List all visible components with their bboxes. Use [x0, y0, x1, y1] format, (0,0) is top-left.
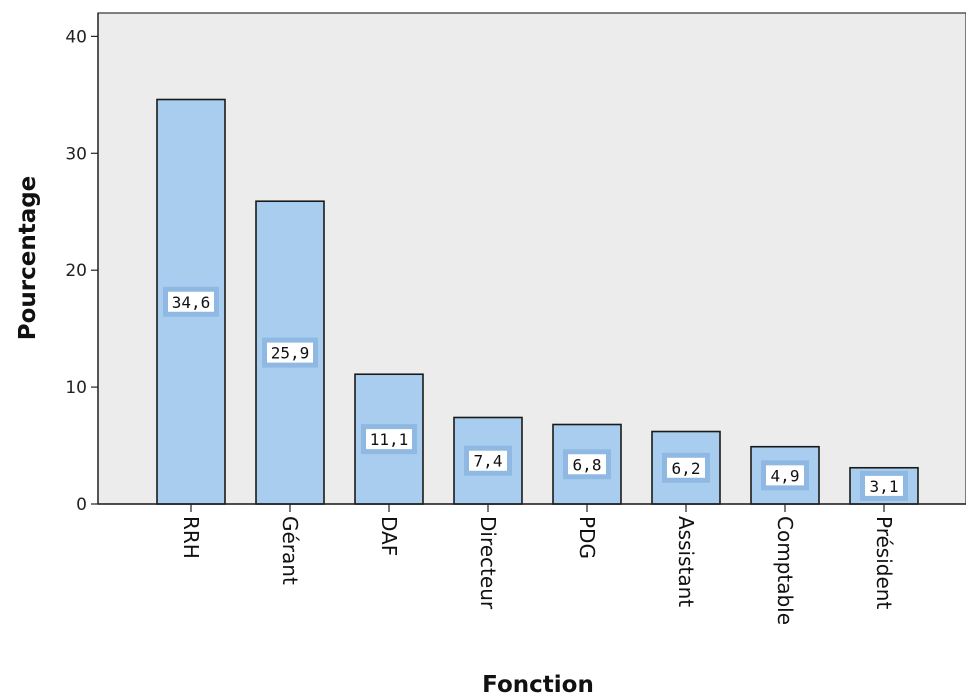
y-axis: 0 10 20 30 40: [65, 13, 99, 515]
data-label-text: 25,9: [271, 344, 310, 363]
data-label-text: 6,2: [672, 459, 701, 478]
y-tick-label: 30: [65, 144, 87, 164]
data-label: 3,1: [860, 470, 908, 501]
data-label-text: 7,4: [474, 452, 503, 471]
data-label: 7,4: [464, 445, 512, 476]
data-label: 4,9: [761, 460, 809, 491]
plot-area: [97, 12, 966, 505]
y-tick-label: 40: [65, 27, 87, 47]
data-label: 25,9: [262, 337, 318, 368]
x-tick-label: DAF: [377, 516, 401, 556]
x-tick-label: Président: [872, 516, 896, 609]
data-label-text: 4,9: [771, 466, 800, 485]
x-tick-label: Directeur: [476, 516, 500, 610]
y-tick-label: 20: [65, 261, 87, 281]
data-label: 34,6: [163, 286, 219, 317]
data-label-text: 11,1: [370, 430, 409, 449]
y-tick-label: 0: [76, 495, 87, 515]
bars: 34,6 25,9 11,1 7,4 6,8 6,2 4,9 3,1: [156, 98, 919, 505]
y-axis-title: Pourcentage: [15, 176, 41, 341]
data-label-text: 6,8: [573, 455, 602, 474]
x-tick-label: RRH: [179, 516, 203, 559]
data-label-text: 3,1: [870, 477, 899, 496]
x-tick-label: PDG: [575, 516, 599, 559]
x-tick-label: Comptable: [773, 516, 797, 625]
data-label-text: 34,6: [172, 293, 211, 312]
data-label: 6,8: [563, 449, 611, 480]
x-tick-label: Assistant: [674, 516, 698, 607]
data-label: 11,1: [361, 424, 417, 455]
data-label: 6,2: [662, 452, 710, 483]
y-tick-label: 10: [65, 378, 87, 398]
x-axis: RRH Gérant DAF Directeur PDG Assistant Comptab…: [98, 503, 966, 625]
x-tick-label: Gérant: [278, 516, 302, 585]
x-axis-title: Fonction: [482, 672, 594, 698]
